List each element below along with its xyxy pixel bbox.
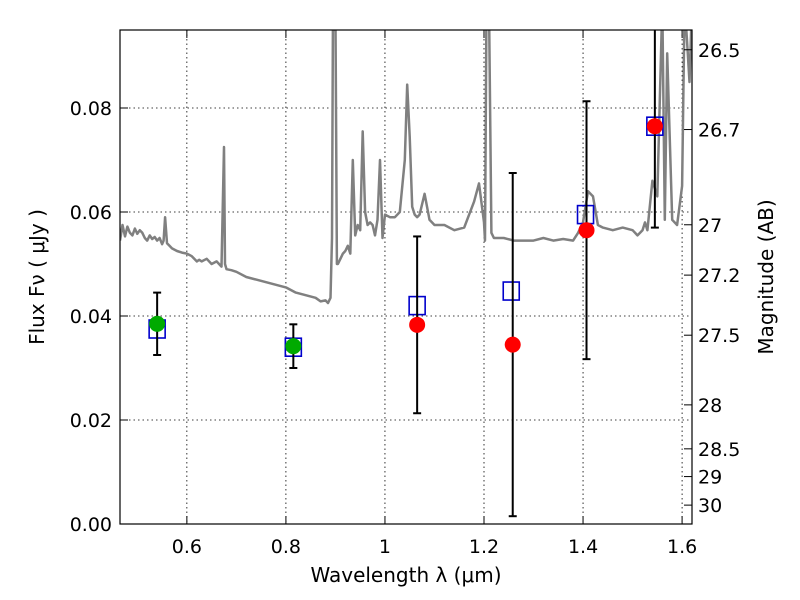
photometry-point: [409, 316, 426, 333]
mag-tick-label: 29: [698, 467, 722, 489]
axes: 0.6 0.8 1 1.2 1.4 1.6 0.00 0.02 0.04 0.06 0.08 26.5…: [70, 30, 740, 558]
x-tick-label: 1.6: [667, 536, 697, 558]
y-tick-label: 0.08: [70, 98, 112, 120]
mag-tick-label: 27.2: [698, 265, 740, 287]
x-tick-label: 1.2: [469, 536, 499, 558]
model-photometry-square: [502, 281, 521, 301]
photometry-point: [504, 336, 521, 353]
spectrum-line: [120, 30, 692, 305]
photometry-point: [285, 338, 302, 355]
mag-tick-label: 28: [698, 395, 722, 417]
plot-frame: [119, 29, 693, 525]
mag-tick-label: 26.5: [698, 40, 740, 62]
x-tick-label: 0.8: [271, 536, 301, 558]
x-axis-title: Wavelength λ (μm): [310, 563, 501, 587]
x-tick-label: 1.4: [568, 536, 598, 558]
photometry-point: [149, 315, 166, 332]
photometry-markers: [148, 30, 664, 518]
mag-tick-label: 28.5: [698, 439, 740, 461]
mag-tick-label: 30: [698, 495, 722, 517]
y-tick-label: 0.06: [70, 202, 112, 224]
y-tick-label: 0.04: [70, 306, 112, 328]
y2-axis-title: Magnitude (AB): [754, 199, 778, 354]
photometry-point: [646, 118, 663, 135]
mag-tick-label: 27.5: [698, 325, 740, 347]
mag-tick-label: 27: [698, 215, 722, 237]
x-tick-label: 0.6: [172, 536, 202, 558]
y-tick-label: 0.00: [70, 514, 112, 536]
grid-lines: [120, 30, 692, 524]
y-axis-title: Flux Fν ( μJy ): [25, 209, 49, 345]
mag-tick-label: 26.7: [698, 120, 740, 142]
model-spectrum: [120, 30, 692, 305]
x-tick-label: 1: [379, 536, 391, 558]
photometry-point: [578, 222, 595, 239]
y-tick-label: 0.02: [70, 410, 112, 432]
